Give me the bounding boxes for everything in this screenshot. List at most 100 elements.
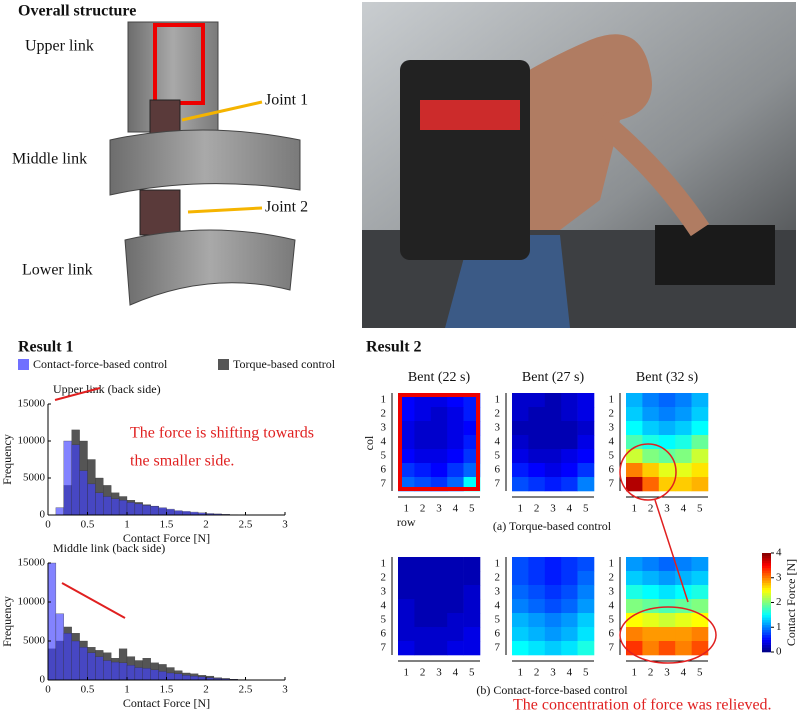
heat-cell (544, 393, 562, 408)
x-tick-label: 1.5 (160, 519, 174, 531)
colorbar-segment (762, 604, 771, 608)
x-tick-label: 4 (681, 667, 687, 679)
heat-cell (626, 627, 643, 642)
heat-cell (561, 435, 578, 450)
x-tick-label: 2.5 (239, 684, 253, 696)
y-tick-label: 5 (381, 450, 387, 462)
heat-cell (577, 613, 595, 628)
heat-cell (398, 641, 415, 656)
heat-cell (463, 585, 481, 600)
heat-cell (528, 599, 546, 614)
heat-cell (642, 477, 660, 492)
heat-cell (642, 613, 660, 628)
heat-cell (512, 407, 529, 422)
annotation-arrow (654, 499, 689, 603)
heat-cell (414, 435, 432, 450)
heat-cell (430, 449, 448, 464)
heat-cell (658, 571, 676, 586)
colorbar-tick-label: 0 (776, 646, 782, 658)
section-title: Result 1 (18, 339, 74, 356)
heat-cell (675, 613, 692, 628)
heat-cell (642, 585, 660, 600)
heat-cell (577, 585, 595, 600)
colorbar-segment (762, 629, 771, 633)
colorbar-segment (762, 565, 771, 569)
x-tick-label: 3 (550, 503, 556, 515)
heat-cell (561, 641, 578, 656)
y-tick-label: 15000 (18, 557, 46, 569)
heat-cell (675, 477, 692, 492)
heat-cell (512, 421, 529, 436)
heat-cell (430, 407, 448, 422)
heat-cell (675, 449, 692, 464)
y-tick-label: 0 (40, 674, 46, 686)
x-tick-label: 3 (282, 519, 288, 531)
y-tick-label: 3 (381, 422, 387, 434)
heat-cell (626, 407, 643, 422)
row-caption: (a) Torque-based control (493, 519, 612, 533)
x-tick-label: 1.5 (160, 684, 174, 696)
heat-cell (414, 463, 432, 478)
y-tick-label: 2 (609, 408, 615, 420)
heat-cell (642, 421, 660, 436)
y-axis-label: Frequency (0, 596, 14, 647)
highlight-circle (619, 606, 717, 664)
heat-cell (414, 641, 432, 656)
heat-cell (528, 435, 546, 450)
heat-cell (544, 463, 562, 478)
heat-cell (447, 557, 464, 572)
colorbar-segment (762, 612, 771, 616)
colorbar-segment (762, 555, 771, 559)
part-label: Joint 1 (265, 92, 308, 109)
heat-cell (528, 571, 546, 586)
heat-cell (528, 393, 546, 408)
annotation: The concentration of force was relieved. (513, 697, 772, 714)
x-tick-label: 2 (203, 684, 209, 696)
y-tick-label: 5 (609, 450, 615, 462)
x-tick-label: 1 (403, 503, 409, 515)
bar (182, 511, 191, 516)
y-tick-label: 3 (495, 586, 501, 598)
colorbar-segment (762, 637, 771, 640)
heat-cell (658, 557, 676, 572)
annotation-arrow (54, 387, 101, 401)
heat-cell (414, 421, 432, 436)
x-axis-label: Contact Force [N] (123, 531, 210, 545)
y-tick-label: 15000 (18, 398, 46, 410)
heat-cell (528, 463, 546, 478)
heat-cell (528, 585, 546, 600)
chart-subtitle: Middle link (back side) (53, 541, 165, 555)
bar (182, 675, 191, 681)
bar (126, 665, 136, 681)
heat-cell (642, 641, 660, 656)
heat-cell (463, 599, 481, 614)
heat-cell (691, 557, 709, 572)
bar (142, 668, 151, 681)
heat-cell (561, 407, 578, 422)
heat-cell (447, 407, 464, 422)
bar (111, 498, 120, 516)
colorbar-segment (762, 590, 771, 593)
heat-cell (658, 463, 676, 478)
x-tick-label: 1 (631, 503, 637, 515)
y-tick-label: 2 (381, 408, 387, 420)
bar (63, 633, 72, 681)
heat-cell (658, 641, 676, 656)
heat-cell (626, 449, 643, 464)
y-tick-label: 7 (495, 642, 501, 654)
heat-cell (626, 613, 643, 628)
annotation: the smaller side. (130, 453, 234, 470)
heat-cell (691, 463, 709, 478)
heat-cell (512, 599, 529, 614)
x-tick-label: 4 (453, 667, 459, 679)
heat-cell (544, 421, 562, 436)
x-tick-label: 1 (517, 667, 523, 679)
heat-cell (512, 571, 529, 586)
heat-cell (447, 599, 464, 614)
colorbar-segment (762, 624, 771, 628)
colorbar-segment (762, 619, 771, 623)
colorbar-segment (762, 597, 771, 601)
heat-cell (398, 627, 415, 642)
heat-cell (463, 557, 481, 572)
heat-cell (658, 407, 676, 422)
